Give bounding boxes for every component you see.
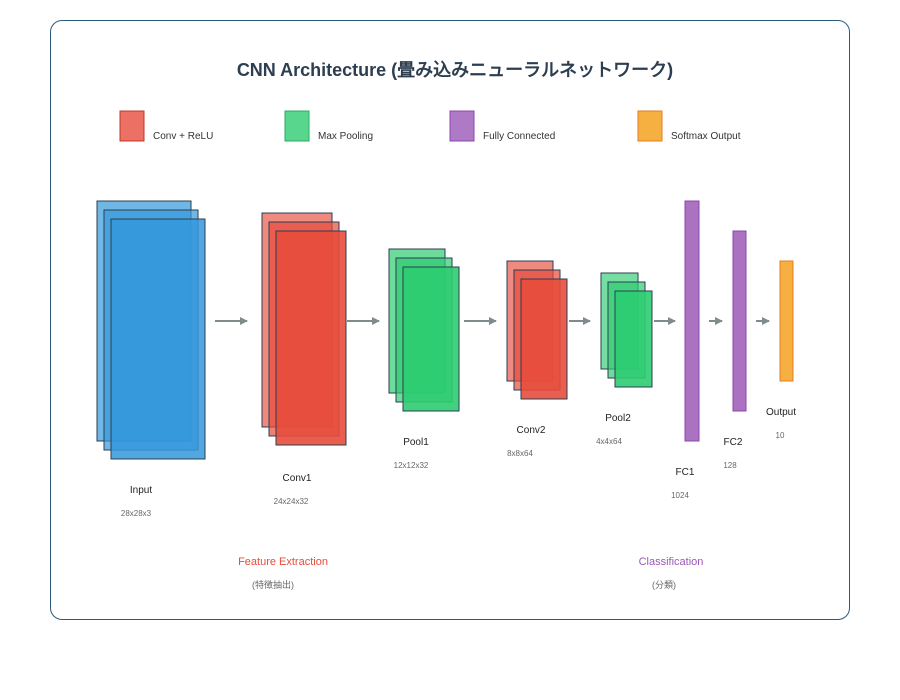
- conv2-dims: 8x8x64: [507, 449, 533, 458]
- layer-output: Output 10: [766, 260, 796, 440]
- classification-label: Classification: [639, 556, 704, 568]
- layer-conv2: Conv2 8x8x64: [506, 260, 568, 458]
- layer-conv1: Conv1 24x24x32: [261, 212, 347, 506]
- fc2-bar: [732, 230, 747, 412]
- fc1-bar: [684, 200, 700, 442]
- layer-pool1: Pool1 12x12x32: [388, 248, 460, 470]
- pool1-dims: 12x12x32: [394, 461, 429, 470]
- conv2-label: Conv2: [517, 425, 546, 436]
- legend-label-conv: Conv + ReLU: [153, 131, 213, 142]
- legend-label-pool: Max Pooling: [318, 131, 373, 142]
- pool1-slice-3: [402, 266, 460, 412]
- conv1-dims: 24x24x32: [274, 497, 309, 506]
- input-slice-3: [110, 218, 206, 460]
- output-bar: [779, 260, 794, 382]
- layer-fc2: FC2 128: [723, 230, 747, 470]
- classification-sublabel: (分類): [652, 580, 676, 590]
- legend-swatch-pool: [284, 110, 310, 142]
- input-label: Input: [130, 485, 152, 496]
- fc2-dims: 128: [723, 461, 737, 470]
- conv1-label: Conv1: [283, 473, 312, 484]
- fc1-dims: 1024: [671, 491, 689, 500]
- legend-label-output: Softmax Output: [671, 131, 741, 142]
- diagram-title: CNN Architecture (畳み込みニューラルネットワーク): [237, 60, 673, 80]
- conv2-slice-3: [520, 278, 568, 400]
- pool2-label: Pool2: [605, 413, 631, 424]
- output-label: Output: [766, 407, 796, 418]
- pool2-slice-3: [614, 290, 653, 388]
- pool1-label: Pool1: [403, 437, 429, 448]
- output-dims: 10: [776, 431, 785, 440]
- legend: Conv + ReLU Max Pooling Fully Connected …: [119, 110, 741, 142]
- fc1-label: FC1: [676, 467, 695, 478]
- feature-extraction-sublabel: (特徴抽出): [252, 579, 294, 590]
- legend-swatch-fc: [449, 110, 475, 142]
- legend-swatch-output: [637, 110, 663, 142]
- input-dims: 28x28x3: [121, 509, 152, 518]
- layer-pool2: Pool2 4x4x64: [596, 272, 653, 446]
- legend-label-fc: Fully Connected: [483, 131, 555, 142]
- legend-swatch-conv: [119, 110, 145, 142]
- layer-input: Input 28x28x3: [96, 200, 206, 518]
- fc2-label: FC2: [724, 437, 743, 448]
- conv1-slice-3: [275, 230, 347, 446]
- pool2-dims: 4x4x64: [596, 437, 622, 446]
- layer-fc1: FC1 1024: [671, 200, 700, 500]
- feature-extraction-label: Feature Extraction: [238, 556, 328, 568]
